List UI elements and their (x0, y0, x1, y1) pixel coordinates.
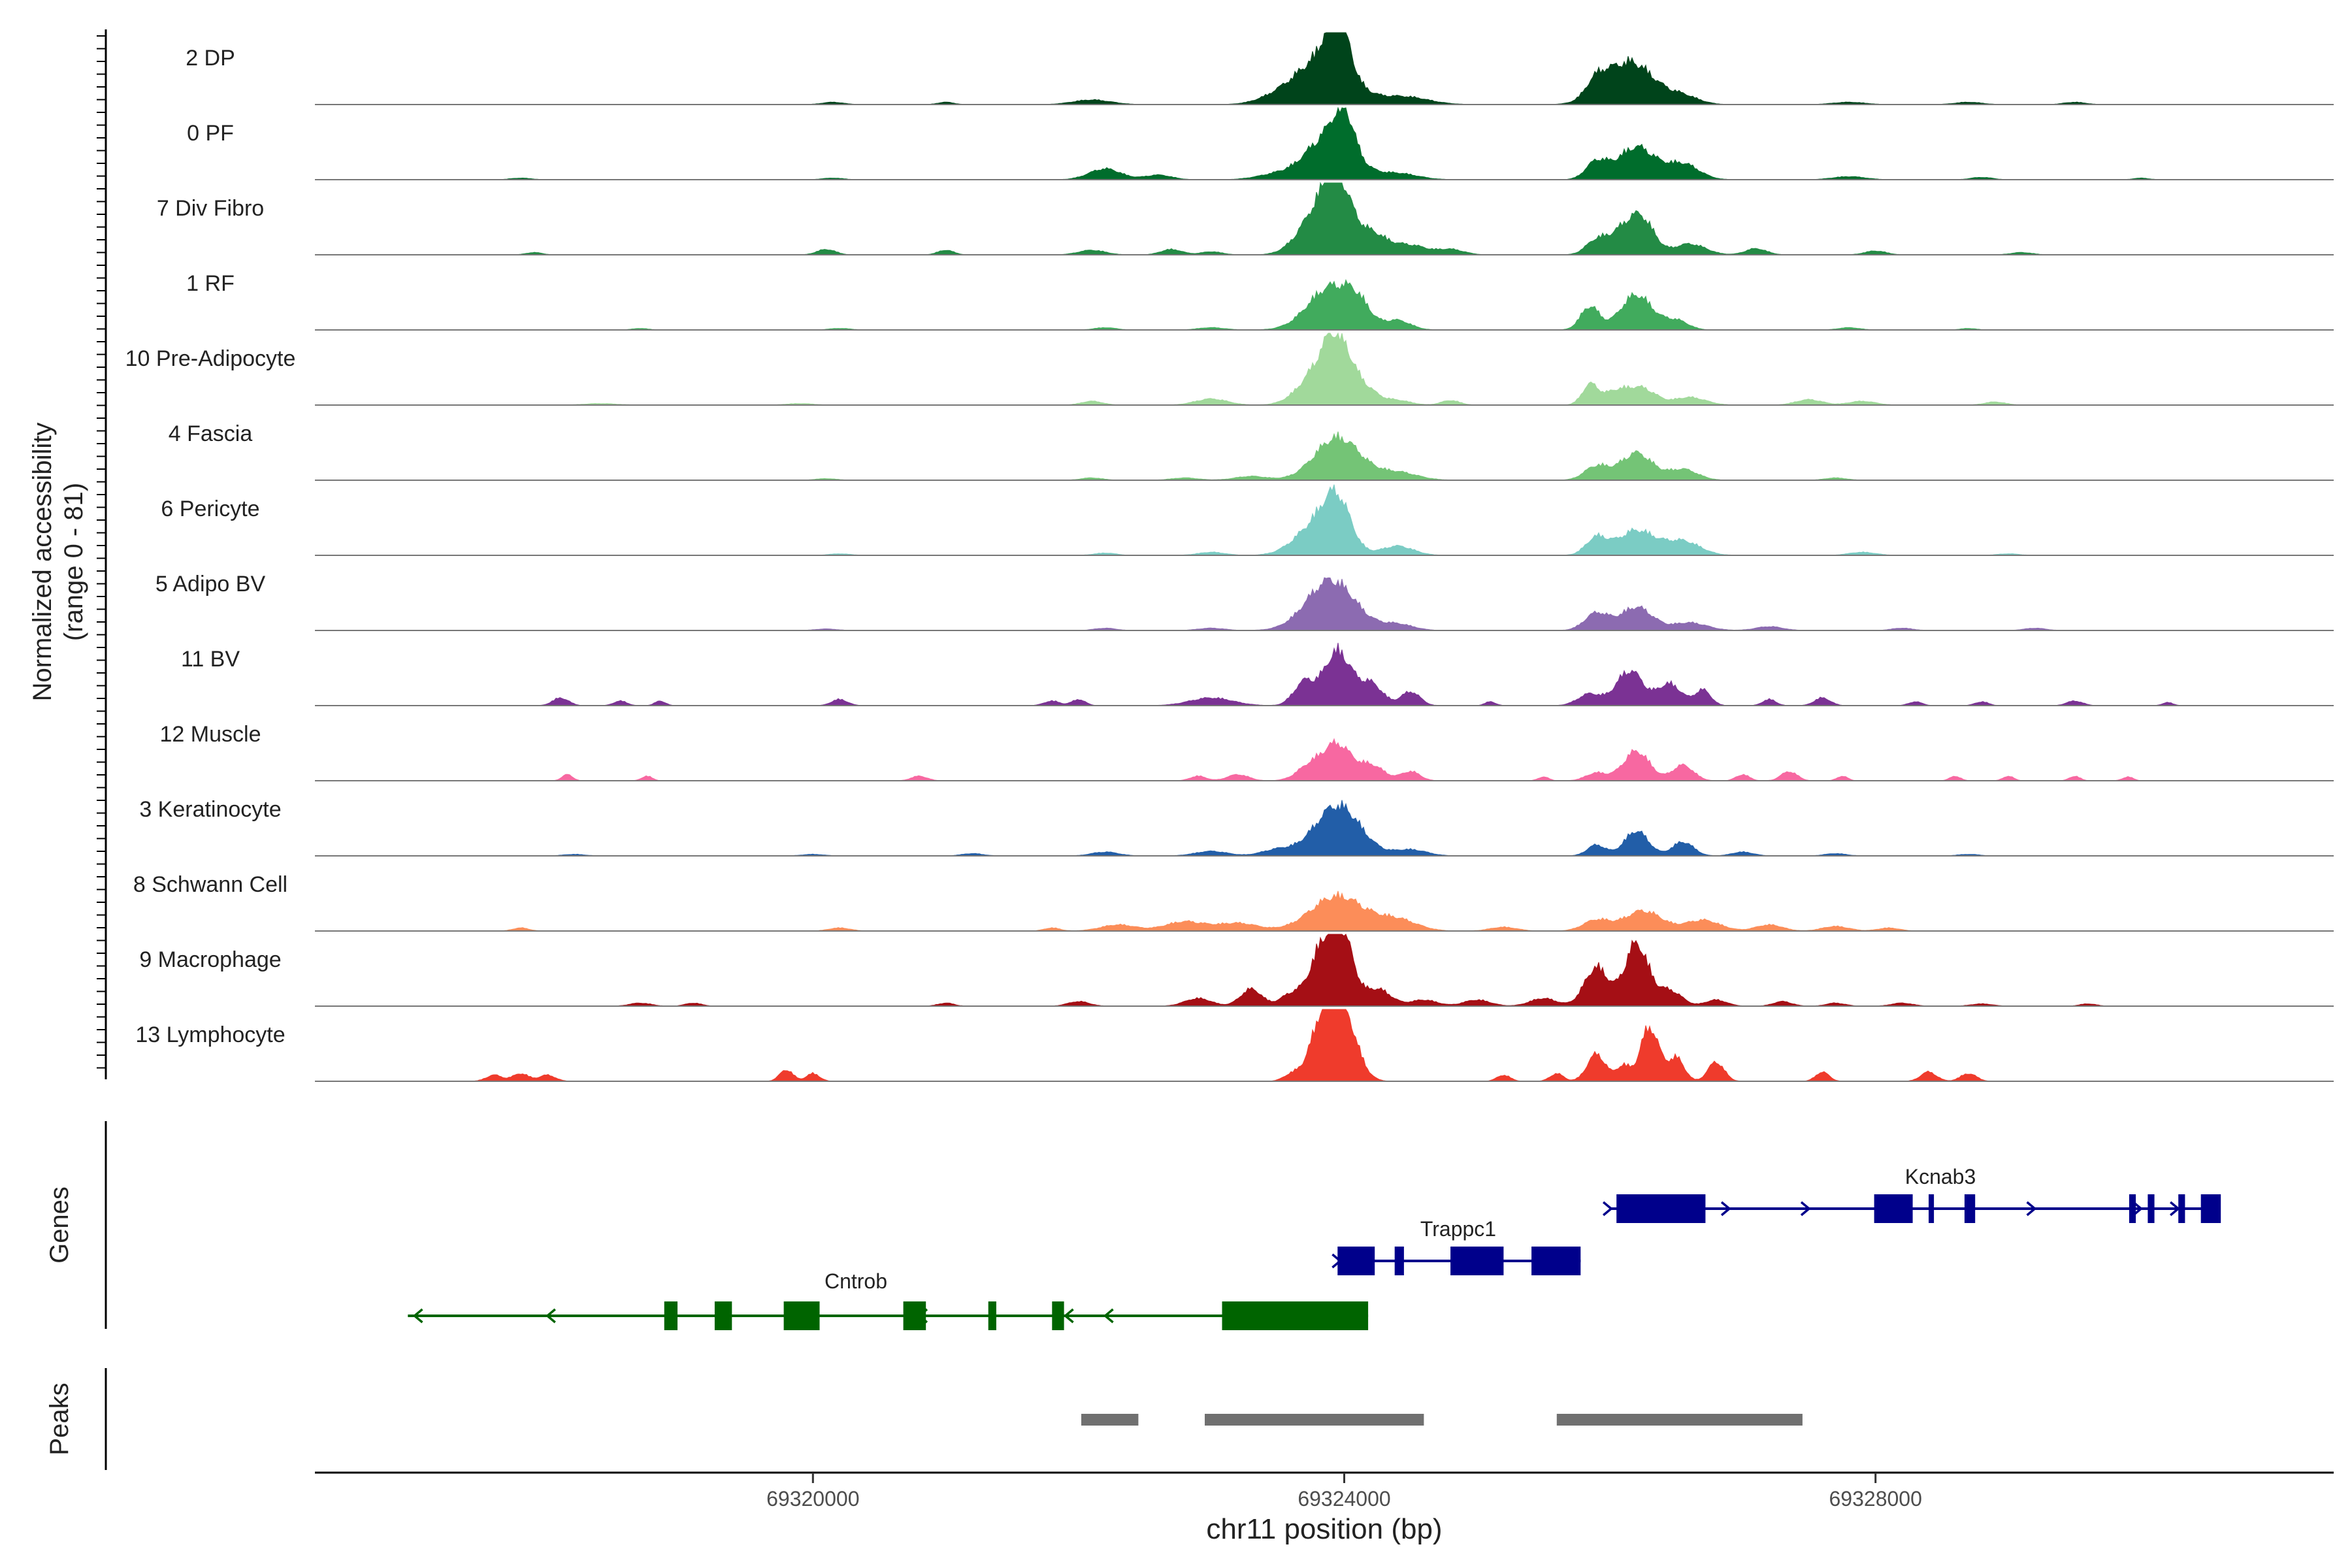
gene-exon (1394, 1247, 1404, 1275)
coverage-area (315, 890, 2195, 932)
peak-bar (1205, 1414, 1424, 1426)
x-tick-label: 69320000 (766, 1487, 859, 1511)
x-tick-label: 69324000 (1298, 1487, 1390, 1511)
track-label: 10 Pre-Adipocyte (125, 346, 296, 371)
track-labels: 2 DP 0 PF 7 Div Fibro 1 RF 10 Pre-Adipocyte 4… (125, 46, 296, 1047)
gene-label: Cntrob (825, 1269, 887, 1293)
coverage-area (315, 738, 2195, 781)
coverage-area (315, 484, 2195, 556)
x-axis-title: chr11 position (bp) (1206, 1513, 1442, 1545)
gene-models: Cntrob Trappc1 Kcnab3 (408, 1165, 2221, 1330)
strand-arrow (2170, 1201, 2180, 1217)
gene-label: Trappc1 (1420, 1217, 1496, 1241)
gene-exon (1052, 1301, 1064, 1330)
coverage-area (315, 1009, 2195, 1082)
gene-label: Kcnab3 (1905, 1165, 1976, 1188)
gene-exon (664, 1301, 678, 1330)
track-label: 7 Div Fibro (157, 196, 264, 221)
gene-exon (2200, 1194, 2221, 1223)
gene-kcnab3: Kcnab3 (1602, 1165, 2221, 1223)
gene-exon (783, 1301, 820, 1330)
track-label: 4 Fascia (169, 421, 253, 446)
peaks-panel-title: Peaks (45, 1382, 74, 1455)
track-label: 0 PF (187, 121, 234, 146)
y-axis-title-line2: (range 0 - 81) (59, 483, 88, 641)
strand-arrow (1103, 1308, 1114, 1324)
gene-exon (1222, 1301, 1369, 1330)
strand-arrow (1720, 1201, 1731, 1217)
gene-exon (1337, 1247, 1375, 1275)
strand-arrow (1063, 1308, 1074, 1324)
strand-arrow (1331, 1253, 1343, 1269)
coverage-area (315, 182, 2195, 255)
y-axis-title-line1: Normalized accessibility (28, 423, 57, 702)
coverage-area (315, 642, 2195, 706)
y-axis-title: Normalized accessibility (range 0 - 81) (28, 423, 88, 702)
coverage-area (315, 332, 2195, 406)
gene-exon (1929, 1194, 1935, 1223)
gene-exon (2178, 1194, 2185, 1223)
coverage-area (315, 800, 2195, 857)
strand-arrow (1800, 1201, 1811, 1217)
gene-exon (2129, 1194, 2136, 1223)
strand-arrow (2026, 1201, 2037, 1217)
coverage-y-ticks (97, 35, 106, 1069)
genes-panel-title: Genes (45, 1186, 74, 1264)
gene-exon (1616, 1194, 1706, 1223)
gene-exon (1531, 1247, 1581, 1275)
track-label: 8 Schwann Cell (133, 872, 287, 897)
gene-exon (714, 1301, 732, 1330)
gene-exon (2148, 1194, 2155, 1223)
coverage-area (315, 279, 2195, 331)
gene-exon (903, 1301, 926, 1330)
peak-bar (1081, 1414, 1139, 1426)
track-label: 2 DP (186, 46, 235, 71)
track-label: 5 Adipo BV (155, 572, 266, 596)
track-label: 6 Pericyte (161, 497, 259, 521)
track-label: 3 Keratinocyte (139, 797, 281, 822)
strand-arrow (412, 1308, 423, 1324)
strand-arrow (917, 1308, 928, 1324)
gene-exon (988, 1301, 996, 1330)
track-label: 9 Macrophage (139, 947, 281, 972)
peak-bar (1556, 1414, 1803, 1426)
track-label: 13 Lymphocyte (135, 1022, 285, 1047)
gene-exon (1874, 1194, 1913, 1223)
coverage-area (315, 431, 2195, 481)
track-label: 11 BV (181, 647, 240, 672)
track-label: 1 RF (186, 271, 235, 296)
coverage-area (315, 577, 2195, 631)
gene-exon (1450, 1247, 1504, 1275)
x-tick-label: 69328000 (1829, 1487, 1922, 1511)
strand-arrow (2206, 1201, 2217, 1217)
strand-arrow (1602, 1201, 1613, 1217)
peak-bars (1081, 1414, 1803, 1426)
gene-exon (1964, 1194, 1976, 1223)
coverage-area (315, 32, 2195, 105)
coverage-tracks (315, 32, 2334, 1082)
gene-cntrob: Cntrob (408, 1269, 1369, 1330)
coverage-area (315, 934, 2195, 1007)
x-axis-ticks: 69320000 69324000 69328000 (766, 1473, 1922, 1511)
strand-arrow (546, 1308, 556, 1324)
strand-arrow (2132, 1201, 2143, 1217)
track-label: 12 Muscle (160, 722, 261, 747)
gene-trappc1: Trappc1 (1331, 1217, 1581, 1275)
coverage-area (315, 106, 2195, 180)
